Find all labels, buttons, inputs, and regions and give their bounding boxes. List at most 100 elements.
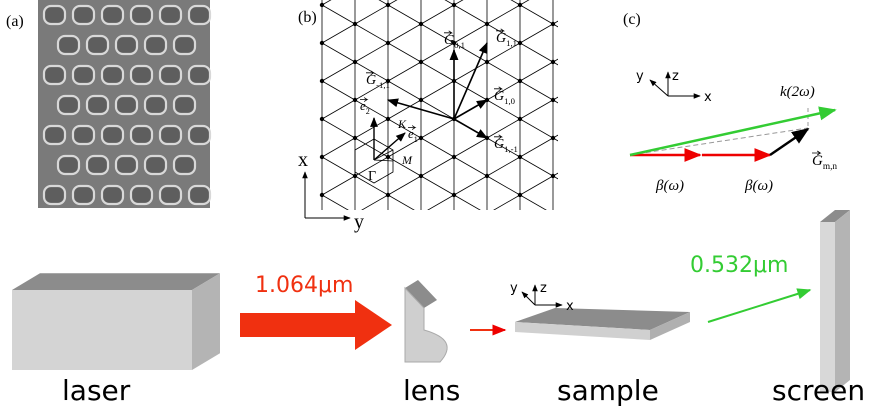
hole bbox=[131, 186, 152, 204]
laser-front bbox=[12, 290, 192, 370]
dashed-line bbox=[630, 128, 808, 155]
lattice-line bbox=[388, 0, 421, 5]
hole bbox=[102, 66, 123, 84]
lattice-line bbox=[454, 157, 487, 176]
lattice-line bbox=[388, 176, 421, 195]
lattice-line bbox=[586, 43, 619, 62]
lattice-line bbox=[520, 5, 553, 24]
lattice-line bbox=[586, 81, 619, 100]
hole bbox=[73, 186, 94, 204]
lattice-line bbox=[520, 62, 553, 81]
hole bbox=[73, 126, 94, 144]
hole bbox=[189, 66, 210, 84]
pump-arrow bbox=[240, 300, 392, 350]
label: y bbox=[510, 281, 518, 296]
symbol: G bbox=[444, 33, 454, 48]
lattice-node bbox=[386, 41, 390, 45]
hole bbox=[145, 36, 166, 54]
lattice-line bbox=[454, 5, 487, 24]
symbol: G bbox=[494, 89, 504, 104]
subscript: 1 bbox=[414, 135, 418, 144]
lattice-node bbox=[551, 98, 555, 102]
lattice-line bbox=[520, 0, 553, 5]
lattice-node bbox=[452, 3, 456, 7]
reciprocal-vector bbox=[454, 119, 487, 138]
label: M bbox=[401, 153, 413, 167]
lattice-line bbox=[586, 233, 619, 252]
lattice-line bbox=[454, 176, 487, 195]
lattice-line bbox=[586, 195, 619, 214]
lattice-line bbox=[454, 214, 487, 233]
lattice-line bbox=[520, 176, 553, 195]
lattice-line bbox=[355, 252, 388, 271]
lattice-line bbox=[487, 176, 520, 195]
hole bbox=[102, 126, 123, 144]
lattice-node bbox=[551, 136, 555, 140]
lattice-line bbox=[454, 62, 487, 81]
lattice-line bbox=[553, 0, 586, 5]
lattice-line bbox=[355, 43, 388, 62]
label: x bbox=[298, 149, 308, 171]
lattice-line bbox=[553, 233, 586, 252]
lattice-node bbox=[419, 22, 423, 26]
lattice-line bbox=[520, 100, 553, 119]
lattice-line bbox=[421, 157, 454, 176]
lattice-node bbox=[419, 136, 423, 140]
subscript: 1,1 bbox=[506, 38, 517, 48]
lattice-node bbox=[452, 155, 456, 159]
lattice-node bbox=[551, 60, 555, 64]
lattice-node bbox=[452, 193, 456, 197]
lattice-line bbox=[520, 81, 553, 100]
hole bbox=[189, 186, 210, 204]
hole bbox=[73, 6, 94, 24]
lattice-node bbox=[518, 79, 522, 83]
lattice-line bbox=[586, 100, 619, 119]
lattice-line bbox=[421, 195, 454, 214]
lattice-node bbox=[584, 79, 588, 83]
hole bbox=[174, 156, 195, 174]
laser-top bbox=[12, 273, 220, 290]
lattice-line bbox=[322, 214, 355, 233]
lattice-line bbox=[586, 62, 619, 81]
lattice-line bbox=[586, 176, 619, 195]
lattice-node bbox=[485, 60, 489, 64]
symbol: G bbox=[494, 137, 504, 152]
lattice-line bbox=[487, 157, 520, 176]
hole bbox=[87, 36, 108, 54]
label: screen bbox=[772, 374, 865, 407]
label: lens bbox=[403, 374, 460, 407]
subscript: 0,1 bbox=[454, 40, 465, 50]
sh-beam bbox=[708, 290, 810, 322]
label: 1.064μm bbox=[255, 273, 353, 298]
lattice-node bbox=[485, 174, 489, 178]
lattice-node bbox=[584, 155, 588, 159]
lattice-line bbox=[421, 233, 454, 252]
lattice-line bbox=[388, 62, 421, 81]
lattice-node bbox=[485, 212, 489, 216]
lattice-line bbox=[487, 195, 520, 214]
lattice-line bbox=[586, 0, 619, 5]
lattice-node bbox=[584, 117, 588, 121]
label: (b) bbox=[298, 9, 317, 26]
lattice-line bbox=[553, 138, 586, 157]
lattice-line bbox=[586, 214, 619, 233]
lattice-line bbox=[586, 138, 619, 157]
lattice-node bbox=[353, 250, 357, 254]
lattice-line bbox=[322, 62, 355, 81]
lattice-node bbox=[419, 250, 423, 254]
lattice-line bbox=[322, 233, 355, 252]
lattice-node bbox=[353, 60, 357, 64]
lattice-line bbox=[553, 62, 586, 81]
lattice-line bbox=[553, 252, 586, 271]
lattice-line bbox=[421, 214, 454, 233]
hole bbox=[160, 6, 181, 24]
lattice-node bbox=[386, 117, 390, 121]
lattice-line bbox=[520, 195, 553, 214]
lattice-node bbox=[452, 231, 456, 235]
hole bbox=[73, 66, 94, 84]
hole bbox=[44, 66, 65, 84]
hole bbox=[58, 96, 79, 114]
lattice-line bbox=[388, 214, 421, 233]
label: laser bbox=[62, 374, 131, 407]
lattice-line bbox=[487, 5, 520, 24]
